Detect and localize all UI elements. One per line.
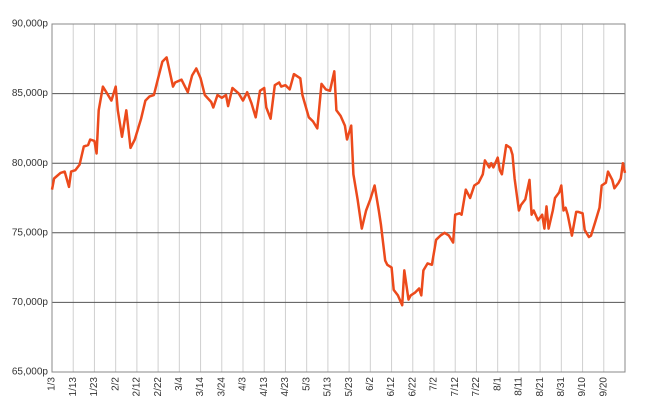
x-tick-label: 3/14 — [195, 377, 206, 397]
x-tick-label: 8/1 — [492, 377, 503, 391]
x-tick-label: 4/23 — [280, 377, 291, 397]
y-tick-label: 85,000p — [12, 88, 49, 99]
x-tick-label: 1/3 — [47, 377, 58, 391]
plot-area — [52, 24, 625, 372]
x-tick-label: 5/13 — [323, 377, 334, 397]
x-tick-label: 6/22 — [407, 377, 418, 397]
x-tick-label: 7/12 — [450, 377, 461, 397]
x-tick-label: 5/3 — [301, 377, 312, 391]
y-tick-label: 80,000p — [12, 158, 49, 169]
x-tick-label: 6/12 — [386, 377, 397, 397]
x-tick-label: 7/2 — [429, 377, 440, 391]
x-tick-label: 1/23 — [89, 377, 100, 397]
x-tick-label: 8/21 — [535, 377, 546, 397]
x-tick-label: 8/31 — [556, 377, 567, 397]
price-line — [50, 56, 627, 307]
x-tick-label: 9/10 — [577, 377, 588, 397]
plot-border — [51, 23, 626, 373]
y-tick-label: 90,000p — [12, 19, 49, 30]
x-tick-label: 1/13 — [68, 377, 79, 397]
x-tick-label: 7/22 — [471, 377, 482, 397]
x-tick-label: 5/23 — [344, 377, 355, 397]
x-tick-label: 3/4 — [174, 377, 185, 391]
y-tick-label: 70,000p — [12, 297, 49, 308]
y-tick-label: 65,000p — [12, 367, 49, 378]
x-tick-label: 2/2 — [110, 377, 121, 391]
x-tick-label: 6/2 — [365, 377, 376, 391]
x-tick-label: 2/12 — [132, 377, 143, 397]
x-tick-label: 3/24 — [216, 377, 227, 397]
x-tick-label: 4/13 — [259, 377, 270, 397]
x-tick-label: 9/20 — [598, 377, 609, 397]
y-tick-label: 75,000p — [12, 227, 49, 238]
x-tick-label: 4/3 — [238, 377, 249, 391]
x-tick-label: 2/22 — [153, 377, 164, 397]
x-tick-label: 8/11 — [514, 377, 525, 396]
